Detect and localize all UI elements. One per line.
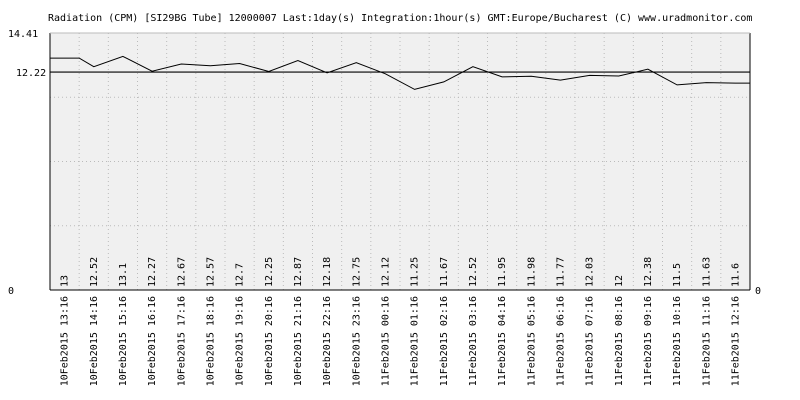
value-label: 12 — [614, 275, 625, 287]
axes — [49, 32, 751, 291]
value-label: 12.52 — [89, 257, 100, 287]
value-label: 12.12 — [380, 257, 391, 287]
x-tick-label: 10Feb2015 20:16 — [264, 296, 275, 386]
x-tick-label: 10Feb2015 22:16 — [322, 296, 333, 386]
y-axis-zero-right-label: 0 — [755, 286, 761, 297]
value-label: 13 — [60, 275, 71, 287]
value-label: 11.95 — [497, 257, 508, 287]
x-tick-label: 10Feb2015 23:16 — [351, 296, 362, 386]
x-tick-label: 11Feb2015 11:16 — [701, 296, 712, 386]
x-tick-label: 10Feb2015 17:16 — [176, 296, 187, 386]
value-label: 12.03 — [585, 257, 596, 287]
x-tick-label: 10Feb2015 19:16 — [235, 296, 246, 386]
x-tick-label: 10Feb2015 15:16 — [118, 296, 129, 386]
value-label: 11.67 — [439, 257, 450, 287]
x-tick-label: 11Feb2015 01:16 — [410, 296, 421, 386]
value-label: 12.52 — [468, 257, 479, 287]
grid-lines — [50, 33, 750, 290]
x-tick-label: 10Feb2015 13:16 — [60, 296, 71, 386]
value-label: 11.5 — [672, 263, 683, 287]
x-tick-label: 10Feb2015 18:16 — [205, 296, 216, 386]
x-tick-label: 11Feb2015 07:16 — [585, 296, 596, 386]
value-label: 12.67 — [176, 257, 187, 287]
value-label: 12.27 — [147, 257, 158, 287]
value-label: 12.18 — [322, 257, 333, 287]
value-label: 11.98 — [526, 257, 537, 287]
chart-title: Radiation (CPM) [SI29BG Tube] 12000007 L… — [48, 13, 752, 24]
x-tick-label: 11Feb2015 09:16 — [643, 296, 654, 386]
value-label: 11.77 — [555, 257, 566, 287]
y-axis-average-label: 12.22 — [16, 68, 46, 79]
value-labels: 13 12.52 13.1 12.27 12.67 12.57 12.7 12.25 12.87… — [60, 257, 742, 287]
x-tick-label: 11Feb2015 05:16 — [526, 296, 537, 386]
value-label: 11.6 — [730, 263, 741, 287]
x-tick-label: 11Feb2015 12:16 — [730, 296, 741, 386]
value-label: 12.38 — [643, 257, 654, 287]
x-tick-labels: 10Feb2015 13:16 10Feb2015 14:16 10Feb2015 … — [60, 296, 742, 386]
x-tick-label: 11Feb2015 03:16 — [468, 296, 479, 386]
x-tick-label: 11Feb2015 04:16 — [497, 296, 508, 386]
x-tick-label: 10Feb2015 16:16 — [147, 296, 158, 386]
value-label: 12.25 — [264, 257, 275, 287]
x-tick-label: 10Feb2015 21:16 — [293, 296, 304, 386]
value-label: 13.1 — [118, 263, 129, 287]
x-tick-label: 11Feb2015 02:16 — [439, 296, 450, 386]
value-label: 12.7 — [235, 263, 246, 287]
x-tick-label: 10Feb2015 14:16 — [89, 296, 100, 386]
x-tick-label: 11Feb2015 10:16 — [672, 296, 683, 386]
value-label: 11.25 — [410, 257, 421, 287]
x-tick-label: 11Feb2015 08:16 — [614, 296, 625, 386]
y-axis-zero-left-label: 0 — [8, 286, 14, 297]
value-label: 12.87 — [293, 257, 304, 287]
series-line — [50, 55, 750, 90]
x-tick-label: 11Feb2015 06:16 — [555, 296, 566, 386]
value-label: 11.63 — [701, 257, 712, 287]
y-axis-max-label: 14.41 — [8, 29, 38, 40]
x-tick-label: 11Feb2015 00:16 — [380, 296, 391, 386]
value-label: 12.75 — [351, 257, 362, 287]
value-label: 12.57 — [205, 257, 216, 287]
